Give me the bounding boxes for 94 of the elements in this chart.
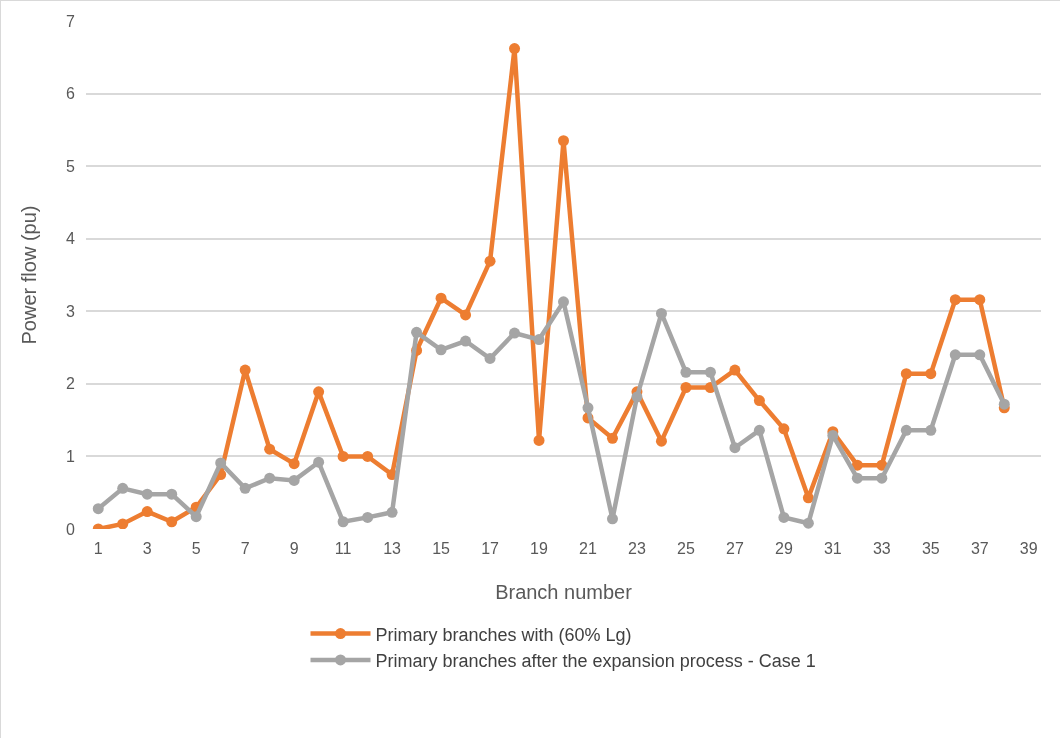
- point: [141, 506, 153, 518]
- y-tick-label: 2: [66, 375, 76, 393]
- x-tick-label: 27: [726, 540, 744, 557]
- point: [900, 424, 912, 436]
- point: [925, 424, 937, 436]
- y-tick-label: 7: [66, 12, 76, 30]
- point: [288, 474, 300, 486]
- point: [974, 294, 986, 306]
- x-tick-label: 33: [872, 540, 891, 557]
- point: [876, 472, 888, 484]
- point: [655, 307, 667, 319]
- point: [974, 349, 986, 361]
- point: [117, 482, 129, 494]
- x-axis-title: Branch number: [495, 581, 633, 603]
- y-tick-label: 4: [66, 230, 76, 248]
- x-tick-label: 39: [1019, 540, 1038, 557]
- point: [337, 450, 349, 462]
- x-tick-label: 1: [93, 540, 103, 557]
- point: [215, 457, 227, 469]
- point: [190, 511, 202, 523]
- x-tick-label: 23: [628, 540, 646, 557]
- y-axis-title: Power flow (pu): [18, 205, 40, 345]
- y-tick-label: 6: [66, 85, 76, 103]
- point: [460, 335, 472, 347]
- point: [92, 503, 104, 515]
- point: [925, 368, 937, 380]
- point: [606, 432, 618, 444]
- point: [435, 344, 447, 356]
- point: [411, 326, 423, 338]
- point: [533, 334, 545, 346]
- y-tick-label: 1: [66, 448, 76, 466]
- point: [484, 255, 496, 267]
- x-tick-label: 5: [191, 540, 201, 557]
- point: [509, 327, 521, 339]
- point: [851, 459, 863, 471]
- point: [362, 511, 374, 523]
- point: [460, 309, 472, 321]
- point: [264, 443, 276, 455]
- x-tick-label: 37: [970, 540, 989, 557]
- point: [729, 442, 741, 454]
- x-tick-label: 11: [334, 540, 352, 557]
- point: [802, 492, 814, 504]
- point: [949, 294, 961, 306]
- x-tick-label: 19: [530, 540, 549, 557]
- point: [141, 488, 153, 500]
- point: [509, 43, 521, 55]
- point: [778, 423, 790, 435]
- point: [998, 398, 1010, 410]
- point: [239, 364, 251, 376]
- point: [753, 395, 765, 407]
- y-tick-label: 3: [66, 302, 76, 320]
- x-tick-label: 13: [383, 540, 402, 557]
- x-tick-label: 31: [823, 540, 842, 557]
- point: [778, 511, 790, 523]
- x-tick-label: 7: [240, 540, 250, 557]
- point: [949, 349, 961, 361]
- legend-label: Primary branches after the expansion process - Case 1: [375, 650, 816, 671]
- point: [484, 352, 496, 364]
- x-tick-label: 25: [677, 540, 695, 557]
- point: [362, 450, 374, 462]
- point: [753, 424, 765, 436]
- y-tick-label: 5: [66, 157, 76, 175]
- point: [558, 135, 569, 147]
- point: [582, 402, 594, 414]
- point: [117, 518, 129, 529]
- y-tick-label: 0: [66, 520, 76, 538]
- x-tick-label: 3: [142, 540, 152, 557]
- point: [680, 366, 692, 378]
- point: [386, 506, 398, 518]
- point: [704, 366, 716, 378]
- point: [337, 516, 349, 528]
- point: [264, 472, 276, 484]
- x-tick-label: 21: [579, 540, 597, 557]
- point: [729, 364, 741, 376]
- x-tick-label: 15: [432, 540, 451, 557]
- point: [631, 391, 643, 403]
- point: [900, 368, 912, 380]
- point: [166, 516, 178, 528]
- point: [288, 458, 300, 470]
- point: [851, 472, 863, 484]
- point: [313, 456, 325, 468]
- x-tick-label: 9: [289, 540, 299, 557]
- point: [533, 434, 545, 446]
- point: [606, 513, 618, 525]
- point: [166, 488, 178, 500]
- x-tick-label: 17: [481, 540, 500, 557]
- x-tick-label: 29: [774, 540, 793, 557]
- point: [435, 292, 447, 304]
- point: [802, 517, 814, 529]
- x-tick-label: 35: [921, 540, 940, 557]
- point: [655, 435, 667, 447]
- legend-label: Primary branches with (60% Lg): [375, 624, 632, 645]
- point: [239, 482, 251, 494]
- point: [680, 381, 692, 393]
